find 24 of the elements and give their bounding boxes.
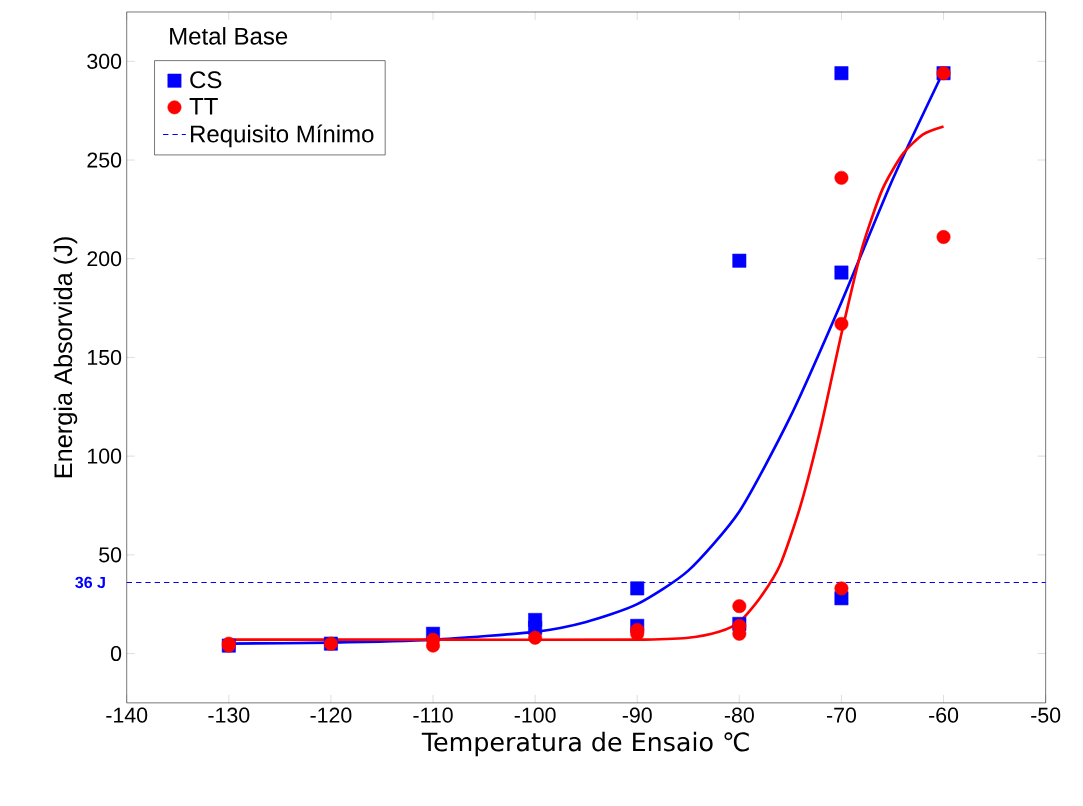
x-tick-label: -50	[1031, 707, 1061, 723]
y-tick-label: 150	[88, 350, 122, 366]
annotation: 36 J	[75, 577, 105, 589]
x-tick-label: -80	[724, 707, 754, 723]
y-tick-label: 300	[87, 54, 122, 70]
legend-label: CS	[190, 71, 222, 89]
x-tick-label: -110	[413, 707, 453, 723]
legend-label: Requisito Mínimo	[191, 124, 374, 148]
y-tick-label: 250	[87, 152, 122, 168]
x-tick-label: -60	[929, 707, 959, 723]
y-tick-label: 200	[87, 251, 122, 267]
x-tick-label: -140	[106, 707, 148, 723]
chart-title: Metal Base	[170, 27, 288, 45]
x-tick-label: -70	[826, 707, 857, 723]
x-axis-title: Temperatura de Ensaio ℃	[421, 732, 749, 757]
y-tick-label: 100	[88, 448, 122, 464]
y-tick-label: 50	[99, 547, 122, 563]
y-tick-label: 0	[110, 646, 122, 662]
x-tick-label: -120	[310, 707, 352, 723]
legend-label: TT	[189, 98, 218, 115]
x-tick-label: -100	[514, 707, 556, 723]
x-tick-label: -130	[208, 707, 250, 723]
x-tick-label: -90	[622, 707, 652, 723]
y-axis-title: Energia Absorvida (J)	[53, 237, 78, 478]
